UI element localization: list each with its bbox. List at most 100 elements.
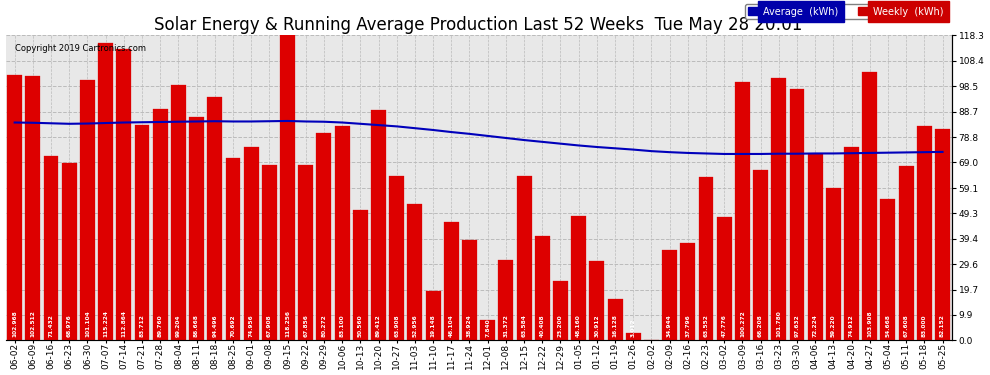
Title: Solar Energy & Running Average Production Last 52 Weeks  Tue May 28 20:01: Solar Energy & Running Average Productio… [154, 16, 803, 34]
Text: 63.552: 63.552 [704, 314, 709, 336]
Text: 71.432: 71.432 [49, 314, 53, 336]
Bar [826, 188, 841, 340]
Text: 80.272: 80.272 [322, 314, 327, 336]
Bar [480, 320, 495, 340]
Text: 63.584: 63.584 [522, 314, 527, 336]
Bar [862, 72, 877, 341]
Legend: Average  (kWh), Weekly  (kWh): Average (kWh), Weekly (kWh) [744, 4, 946, 20]
Text: 102.512: 102.512 [31, 310, 36, 336]
Bar [589, 261, 604, 340]
Text: 99.204: 99.204 [176, 314, 181, 336]
Bar [571, 216, 586, 340]
Bar [535, 236, 549, 340]
Bar [808, 154, 823, 340]
Text: 68.976: 68.976 [66, 314, 71, 336]
Bar [98, 43, 113, 340]
Bar [189, 117, 204, 340]
Text: 103.908: 103.908 [867, 310, 872, 336]
Bar [626, 333, 641, 340]
Bar [171, 85, 186, 340]
Text: 16.128: 16.128 [613, 314, 618, 336]
Bar [680, 243, 695, 340]
Text: 100.272: 100.272 [740, 310, 744, 336]
Bar [207, 97, 222, 340]
Text: 86.668: 86.668 [194, 314, 199, 336]
Text: 89.412: 89.412 [376, 314, 381, 336]
Text: 115.224: 115.224 [103, 309, 108, 336]
Bar [152, 109, 167, 340]
Bar [699, 177, 714, 340]
Bar [117, 50, 132, 340]
Bar [26, 76, 41, 340]
Bar [753, 170, 768, 340]
Text: 83.000: 83.000 [922, 314, 927, 336]
Text: 74.912: 74.912 [849, 314, 854, 336]
Text: 19.148: 19.148 [431, 314, 436, 336]
Text: 59.220: 59.220 [831, 314, 836, 336]
Bar [880, 200, 895, 340]
Bar [280, 36, 295, 340]
Bar [226, 158, 241, 340]
Text: 7.840: 7.840 [485, 318, 490, 336]
Text: 54.668: 54.668 [885, 314, 890, 336]
Text: 72.224: 72.224 [813, 314, 818, 336]
Text: 67.856: 67.856 [303, 314, 308, 336]
Bar [317, 134, 332, 340]
Bar [7, 75, 22, 340]
Bar [44, 156, 58, 340]
Bar [936, 129, 950, 340]
Text: 83.712: 83.712 [140, 314, 145, 336]
Text: 102.968: 102.968 [12, 310, 17, 336]
Bar [844, 147, 859, 340]
Bar [444, 222, 458, 340]
Bar [608, 299, 623, 340]
Text: 34.944: 34.944 [667, 314, 672, 336]
Text: 101.780: 101.780 [776, 310, 781, 336]
Bar [408, 204, 423, 340]
Text: 30.912: 30.912 [594, 314, 599, 336]
Bar [61, 162, 76, 340]
Bar [899, 166, 914, 340]
Bar [298, 165, 313, 340]
Bar [426, 291, 441, 340]
Bar [135, 124, 149, 340]
Text: Copyright 2019 Cartronics.com: Copyright 2019 Cartronics.com [15, 45, 146, 54]
Text: 46.104: 46.104 [448, 314, 453, 336]
Text: 67.908: 67.908 [267, 314, 272, 336]
Bar [262, 165, 277, 340]
Text: 50.560: 50.560 [357, 314, 362, 336]
Bar [717, 217, 732, 340]
Text: 67.608: 67.608 [904, 314, 909, 336]
Bar [389, 176, 404, 340]
Bar [789, 88, 805, 340]
Text: 3.012: 3.012 [631, 318, 636, 336]
Text: 48.160: 48.160 [576, 314, 581, 336]
Text: 83.100: 83.100 [340, 314, 345, 336]
Text: 63.908: 63.908 [394, 314, 399, 336]
Text: 97.632: 97.632 [795, 314, 800, 336]
Text: 101.104: 101.104 [85, 310, 90, 336]
Text: 74.956: 74.956 [248, 314, 253, 336]
Bar [462, 240, 477, 340]
Bar [735, 82, 749, 340]
Text: 94.496: 94.496 [212, 314, 217, 336]
Bar [917, 126, 932, 340]
Bar [517, 177, 532, 340]
Bar [352, 210, 368, 340]
Bar [244, 147, 258, 340]
Bar [498, 260, 514, 340]
Bar [662, 250, 677, 340]
Text: 70.692: 70.692 [231, 314, 236, 336]
Bar [553, 280, 568, 340]
Text: 112.864: 112.864 [122, 309, 127, 336]
Bar [371, 110, 386, 340]
Text: 31.372: 31.372 [503, 314, 509, 336]
Text: 23.200: 23.200 [558, 314, 563, 336]
Text: 52.956: 52.956 [413, 314, 418, 336]
Text: 40.408: 40.408 [540, 314, 545, 336]
Text: 89.760: 89.760 [157, 314, 162, 336]
Bar [335, 126, 349, 341]
Text: 118.256: 118.256 [285, 309, 290, 336]
Bar [80, 80, 95, 340]
Text: 47.776: 47.776 [722, 314, 727, 336]
